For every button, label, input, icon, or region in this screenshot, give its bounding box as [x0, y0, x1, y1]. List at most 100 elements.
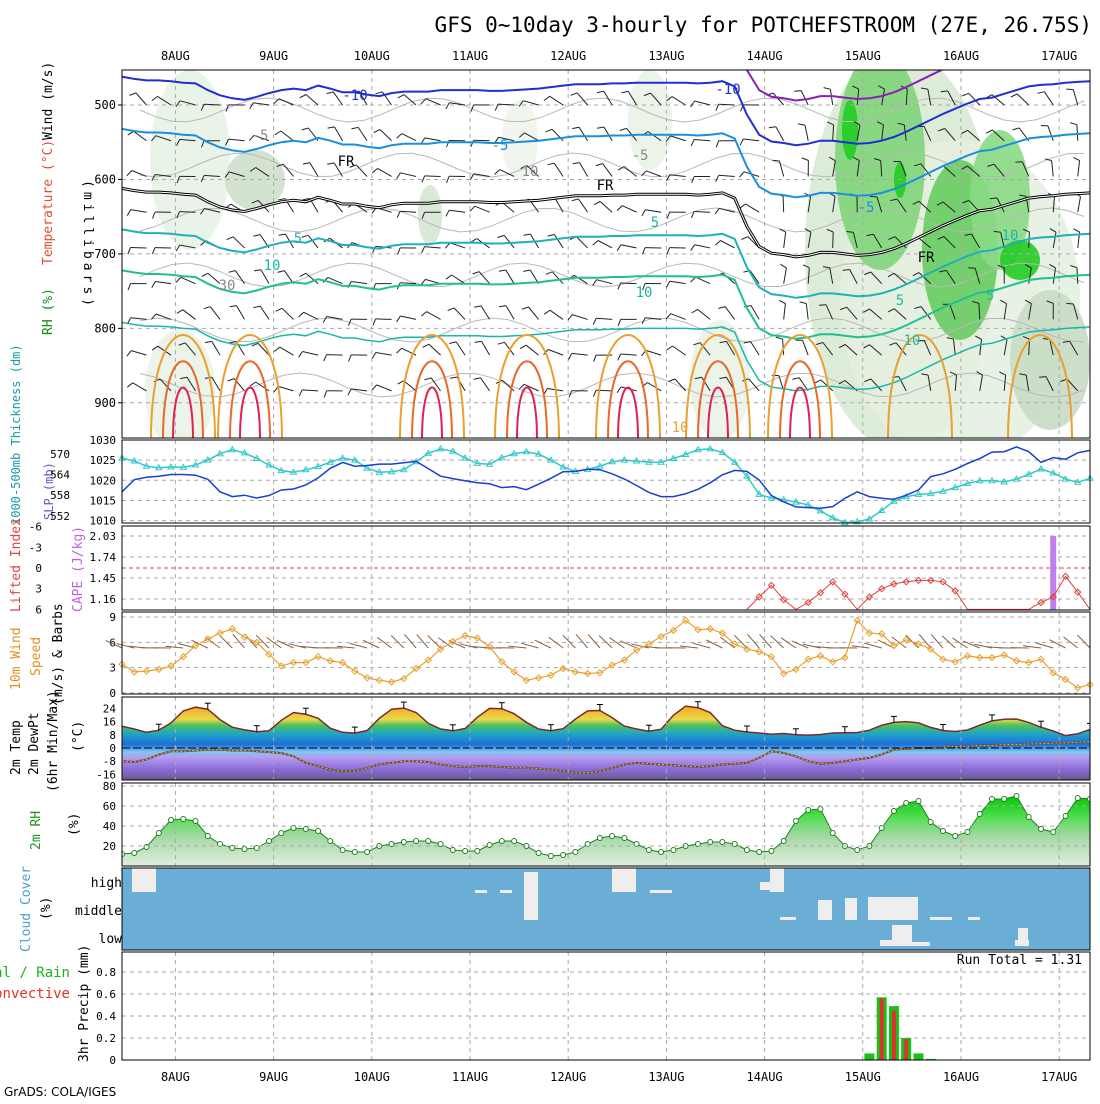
wind-barb: [475, 206, 490, 212]
wind-barb: [1052, 161, 1054, 177]
wind-barb-flag: [327, 92, 334, 94]
wind-barb-flag: [742, 237, 748, 240]
wind-barb: [721, 241, 735, 248]
precip-tick-label: 0: [109, 1054, 116, 1067]
wind10-barb: [220, 635, 233, 648]
wind-barb: [454, 308, 465, 320]
wind-barb: [404, 95, 416, 105]
rh-marker: [303, 827, 308, 832]
wind-barb-flag: [324, 355, 327, 361]
wind10-units-label: (m/s) & Barbs: [51, 603, 66, 705]
wind-barb-flag: [152, 96, 158, 100]
temp-tick-label: -8: [103, 755, 116, 768]
wind-barb: [283, 164, 293, 176]
wind-barb: [304, 312, 318, 319]
wind-barb-flag: [572, 199, 579, 201]
cloud-block: [892, 925, 912, 946]
wind-barb-flag: [522, 307, 529, 309]
wind-barb-flag: [800, 302, 807, 304]
wind-barb-flag: [127, 351, 131, 357]
rh-marker: [156, 831, 161, 836]
rh-marker: [855, 848, 860, 853]
cloud-block: [770, 868, 784, 892]
isotherm-label: 10: [1002, 228, 1019, 244]
wind-barb-flag: [398, 95, 404, 98]
wind-barb-flag: [815, 380, 821, 383]
wind-barb-flag: [773, 160, 780, 161]
isotherm-label: -10: [342, 88, 367, 104]
date-label-bottom: 17AUG: [1041, 1070, 1077, 1084]
date-label-top: 8AUG: [161, 49, 190, 63]
wind-barb-flag: [691, 277, 696, 282]
wind-barb-flag: [544, 310, 550, 314]
rh-tick-label: 60: [103, 800, 116, 813]
wind10-barb: [748, 634, 760, 648]
wind-tick-label: 9: [109, 611, 116, 624]
isotherm-label: FR: [338, 154, 355, 170]
wind10-barb: [781, 638, 796, 648]
wind-barb: [597, 280, 613, 284]
li-tick-label: 6: [35, 603, 42, 616]
wind-barb: [504, 235, 514, 248]
rh-marker: [1014, 794, 1019, 799]
wind-barb-flag: [1012, 128, 1019, 130]
wind-barb-flag: [546, 272, 553, 275]
temp2m-label: 2m Temp: [9, 720, 24, 775]
wind-barb-flag: [128, 248, 131, 255]
rh-marker: [916, 799, 921, 804]
wind-barb-flag: [229, 342, 236, 343]
wind-barb-flag: [776, 337, 783, 339]
wind-barb: [377, 385, 392, 391]
isotherm-label: 5: [294, 231, 302, 247]
wind-barb-flag: [667, 212, 670, 219]
wind-barb: [696, 277, 711, 284]
thickness-tick-label: 558: [50, 489, 70, 502]
rh-marker: [646, 848, 651, 853]
wind-barb-flag: [127, 171, 132, 176]
wind-barb-flag: [692, 309, 698, 313]
wind-barb: [572, 353, 588, 355]
thickness-line: [122, 447, 1090, 508]
wind-barb: [833, 232, 834, 248]
wind-barb: [746, 204, 760, 212]
wind-barb: [449, 210, 465, 212]
cloud-block: [930, 917, 952, 920]
date-label-bottom: 10AUG: [354, 1070, 390, 1084]
wind-barb: [481, 378, 490, 391]
rh-marker: [512, 839, 517, 844]
rh-plot: [120, 794, 1093, 867]
wind-barb-flag: [349, 355, 352, 362]
wind-barb-flag: [520, 345, 526, 349]
wind-barb-flag: [177, 310, 183, 314]
wind-barb-flag: [474, 306, 481, 307]
rh-marker: [328, 839, 333, 844]
rh-marker: [904, 801, 909, 806]
wind-barb-flag: [300, 95, 306, 98]
wind-barb: [598, 241, 612, 248]
wind-barb-flag: [715, 241, 720, 246]
wind-barb: [376, 353, 392, 356]
rh-marker: [144, 845, 149, 850]
temp-units-label: (°C): [71, 721, 86, 752]
wind-barb-flag: [794, 91, 801, 92]
wind-barb: [132, 171, 147, 177]
chart-title: GFS 0~10day 3-hourly for POTCHEFSTROOM (…: [435, 13, 1092, 37]
wind-barb: [210, 307, 220, 320]
rh-marker: [365, 850, 370, 855]
wind-barb: [695, 245, 711, 248]
wind-barb: [600, 202, 612, 213]
isotherm-hottest: [790, 388, 810, 441]
wind-barb: [672, 97, 686, 105]
wind-barb-flag: [176, 245, 180, 251]
wind-barb-flag: [253, 235, 260, 237]
rh-marker: [426, 839, 431, 844]
precip-conv-bar: [880, 998, 884, 1060]
isotherm-hottest: [618, 388, 638, 441]
wind-barb-flag: [302, 235, 309, 237]
wind-barb-flag: [324, 391, 327, 398]
rh-marker: [193, 819, 198, 824]
wind-barb: [282, 308, 294, 319]
wind-barb: [481, 306, 490, 320]
wind-barb-flag: [802, 158, 809, 161]
